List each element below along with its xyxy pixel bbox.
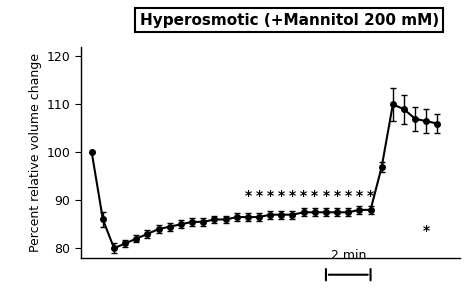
Text: *: * xyxy=(255,188,263,202)
Text: Hyperosmotic (+Mannitol 200 mM): Hyperosmotic (+Mannitol 200 mM) xyxy=(139,13,439,28)
Text: *: * xyxy=(334,188,341,202)
Text: *: * xyxy=(311,188,319,202)
Text: *: * xyxy=(322,188,329,202)
Text: *: * xyxy=(423,224,430,239)
Text: *: * xyxy=(356,188,363,202)
Text: *: * xyxy=(278,188,285,202)
Text: 2 min: 2 min xyxy=(330,249,366,262)
Text: *: * xyxy=(289,188,296,202)
Text: *: * xyxy=(244,188,251,202)
Text: *: * xyxy=(266,188,274,202)
Text: *: * xyxy=(300,188,307,202)
Text: *: * xyxy=(367,188,374,202)
Y-axis label: Percent relative volume change: Percent relative volume change xyxy=(29,53,42,252)
Text: *: * xyxy=(345,188,352,202)
